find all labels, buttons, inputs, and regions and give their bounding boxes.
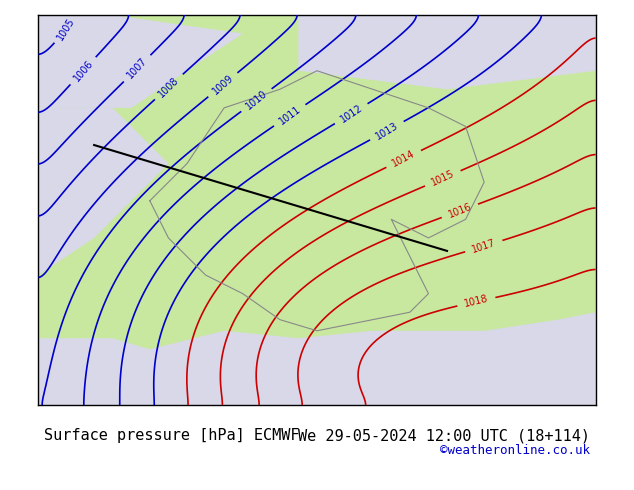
Text: 1018: 1018 [463, 294, 489, 309]
Text: 1011: 1011 [277, 104, 302, 126]
Text: ©weatheronline.co.uk: ©weatheronline.co.uk [440, 444, 590, 457]
Text: 1008: 1008 [157, 74, 181, 99]
Polygon shape [39, 15, 595, 349]
Text: 1016: 1016 [446, 201, 473, 220]
Text: 1017: 1017 [470, 238, 497, 255]
Polygon shape [299, 15, 595, 89]
Text: We 29-05-2024 12:00 UTC (18+114): We 29-05-2024 12:00 UTC (18+114) [298, 428, 590, 443]
Text: 1013: 1013 [374, 120, 400, 141]
Text: Surface pressure [hPa] ECMWF: Surface pressure [hPa] ECMWF [44, 428, 299, 443]
Polygon shape [39, 15, 243, 108]
Text: 1009: 1009 [210, 73, 235, 97]
Text: 1007: 1007 [125, 56, 149, 81]
Text: 1015: 1015 [429, 169, 456, 188]
Text: 1012: 1012 [338, 103, 365, 124]
Text: 1010: 1010 [243, 89, 269, 112]
Text: 1006: 1006 [72, 58, 95, 83]
Text: 1014: 1014 [391, 149, 417, 169]
Text: 1005: 1005 [56, 15, 77, 42]
Polygon shape [39, 108, 169, 338]
